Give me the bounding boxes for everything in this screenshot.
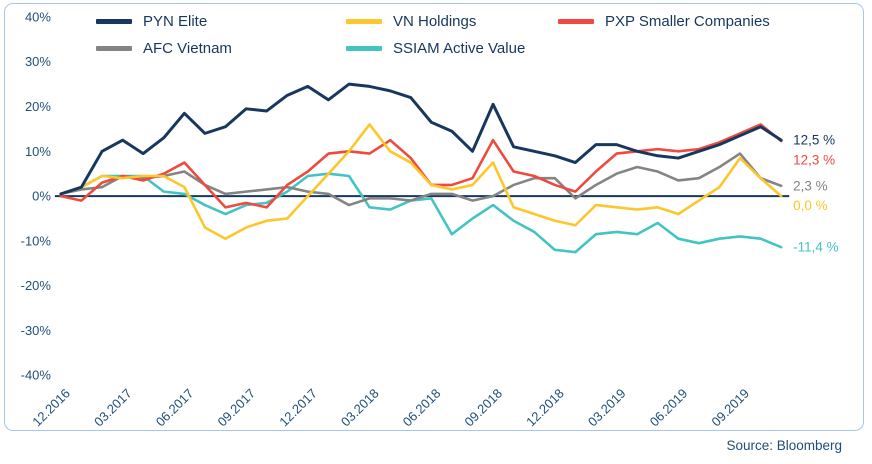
x-axis-label: 03.2019: [585, 386, 629, 430]
series-line-pxp-smaller-companies: [59, 123, 783, 209]
chart-frame: 40% 30% 20% 10% 0% -10% -20% -30% -40% 12.2016 03.…: [4, 3, 864, 431]
series-line-afc-vietnam: [59, 152, 783, 207]
y-axis-label: 0%: [32, 189, 51, 204]
x-axis-label: 09.2019: [708, 386, 752, 430]
x-axis-label: 06.2018: [400, 386, 444, 430]
end-value-label-pxp-smaller-companies: 12,3 %: [793, 153, 835, 168]
y-axis-label: -10%: [21, 233, 52, 248]
x-axis-label: 09.2017: [214, 386, 258, 430]
x-axis-label: 06.2019: [647, 386, 691, 430]
y-axis-label: 30%: [25, 54, 51, 69]
y-axis-label: -20%: [21, 278, 52, 293]
series-line-vn-holdings: [59, 123, 783, 240]
y-axis-label: 10%: [25, 144, 51, 159]
x-axis-label: 09.2018: [461, 386, 505, 430]
y-axis-label: -30%: [21, 323, 52, 338]
x-axis-label: 03.2017: [91, 386, 135, 430]
end-value-label-afc-vietnam: 2,3 %: [793, 178, 827, 193]
y-axis-label: 40%: [25, 9, 51, 24]
performance-line-chart: 40% 30% 20% 10% 0% -10% -20% -30% -40% 12.2016 03.…: [21, 9, 839, 430]
y-axis-label: -40%: [21, 368, 52, 383]
x-axis-label: 12.2016: [29, 386, 73, 430]
x-axis-label: 06.2017: [153, 386, 197, 430]
y-axis-label: 20%: [25, 99, 51, 114]
x-axis-label: 03.2018: [338, 386, 382, 430]
series-line-pyn-elite: [59, 82, 783, 196]
end-value-label-ssiam-active-value: -11,4 %: [793, 240, 838, 255]
source-credit: Source: Bloomberg: [726, 438, 842, 453]
end-value-label-vn-holdings: 0,0 %: [793, 198, 827, 213]
x-axis-label: 12.2018: [523, 386, 567, 430]
end-value-label-pyn-elite: 12,5 %: [793, 133, 835, 148]
x-axis-label: 12.2017: [276, 386, 320, 430]
series-line-ssiam-active-value: [59, 172, 783, 254]
